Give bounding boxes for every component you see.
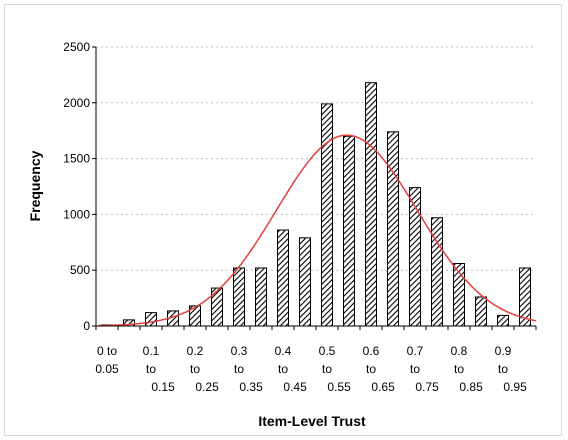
y-tick-label: 500 [70,263,90,277]
x-axis-label: Item-Level Trust [258,413,366,429]
bar [299,237,311,327]
x-tick-label: 0.8 to 0.85 [451,344,483,394]
bar [233,267,245,327]
x-tick-label: 0.3 to 0.35 [231,344,263,394]
axes [92,46,537,330]
bar [343,135,355,327]
bar [387,131,399,327]
bar [475,296,487,327]
x-tick-label: 0.4 to 0.45 [275,344,307,394]
bar [431,217,443,327]
x-tick-label: 0 to 0.05 [95,344,119,376]
fit-curve [98,134,537,327]
bar [497,314,509,327]
bars [101,82,531,327]
x-tick-label: 0.5 to 0.55 [319,344,351,394]
bar [277,229,289,327]
gridlines [96,46,536,271]
bar [321,103,333,327]
y-tick-label: 1000 [63,207,90,221]
bar [255,267,267,327]
x-tick-label: 0.6 to 0.65 [363,344,395,394]
normal-curve [98,134,537,327]
bar [409,187,421,327]
x-tick-labels: 0 to 0.05 0.1 to 0.15 0.2 to 0.25 0.3 to 0.35 0.4 to… [95,344,527,394]
x-tick-label: 0.1 to 0.15 [143,344,175,394]
y-tick-labels: 0 500 1000 1500 2000 2500 [63,40,90,333]
y-tick-label: 1500 [63,152,90,166]
chart-frame [4,4,562,436]
bar [365,82,377,327]
y-tick-label: 2500 [63,40,90,54]
y-tick-label: 2000 [63,96,90,110]
y-tick-label: 0 [83,319,90,333]
x-tick-label: 0.9 to 0.95 [495,344,527,394]
x-tick-label: 0.7 to 0.75 [407,344,439,394]
x-tick-label: 0.2 to 0.25 [187,344,219,394]
y-axis-label: Frequency [27,150,43,221]
bar [145,312,157,327]
